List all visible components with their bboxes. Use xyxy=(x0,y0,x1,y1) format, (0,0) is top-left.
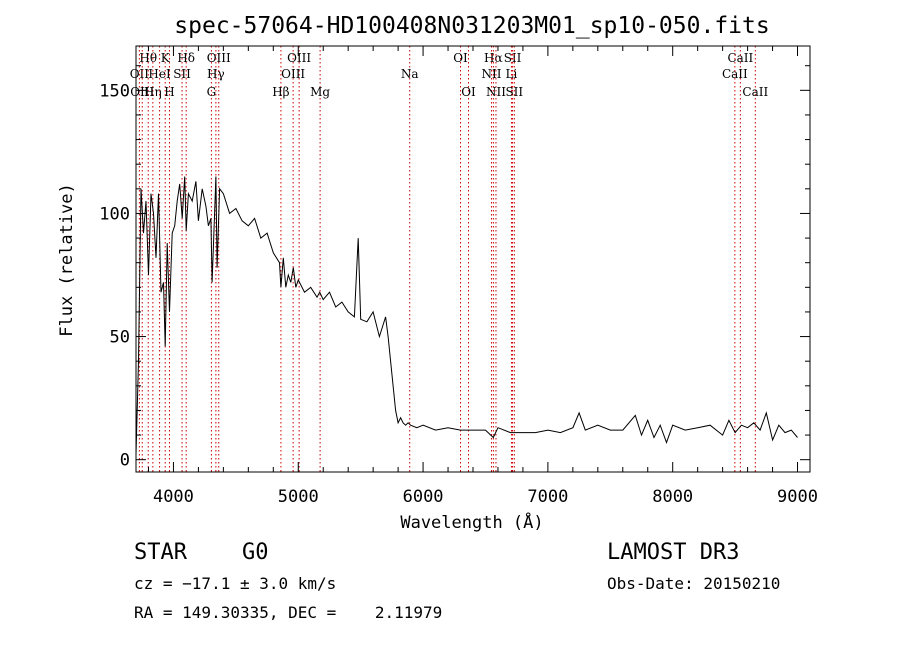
chart-title: spec-57064-HD100408N031203M01_sp10-050.f… xyxy=(174,13,769,39)
line-marker-label: SII xyxy=(173,67,191,81)
obs-date: Obs-Date: 20150210 xyxy=(607,574,781,593)
line-marker-label: Hδ xyxy=(177,51,195,65)
object-subclass: G0 xyxy=(242,540,269,565)
line-marker-label: Hα xyxy=(484,51,503,65)
plot-frame xyxy=(135,45,811,473)
line-marker-label: NII xyxy=(481,67,501,81)
y-tick-label: 150 xyxy=(99,81,130,101)
redshift-text: cz = −17.1 ± 3.0 km/s xyxy=(134,574,337,593)
y-tick-label: 100 xyxy=(99,204,130,224)
x-tick-label: 4000 xyxy=(153,487,194,507)
x-tick-label: 7000 xyxy=(527,487,568,507)
x-axis-label: Wavelength (Å) xyxy=(400,511,543,533)
y-tick-label: 50 xyxy=(110,328,130,348)
line-marker-label: HeI xyxy=(148,67,171,81)
line-marker-label: Li xyxy=(506,67,518,81)
line-marker-label: Hγ xyxy=(207,67,225,81)
line-marker-label: OI xyxy=(453,51,468,65)
line-marker-label: CaII xyxy=(742,85,768,99)
line-marker-label: CaII xyxy=(722,67,748,81)
line-marker-label: CaII xyxy=(727,51,753,65)
object-class: STAR xyxy=(134,540,187,565)
line-marker-label: Hβ xyxy=(272,85,289,99)
spectrum-line xyxy=(135,176,798,455)
y-axis: 0 50 100 150 xyxy=(99,65,810,471)
line-marker-label: OIII xyxy=(287,51,311,65)
line-marker-label: H xyxy=(164,85,174,99)
line-marker-label: OII xyxy=(130,67,150,81)
line-marker-label: OI xyxy=(461,85,476,99)
x-tick-label: 5000 xyxy=(278,487,319,507)
x-tick-label: 9000 xyxy=(777,487,818,507)
coordinates: RA = 149.30335, DEC = 2.11979 xyxy=(134,603,443,622)
survey-name: LAMOST DR3 xyxy=(607,540,740,565)
x-tick-label: 8000 xyxy=(652,487,693,507)
x-tick-label: 6000 xyxy=(403,487,444,507)
line-marker-label: Hη xyxy=(144,85,162,99)
line-marker-label: NII xyxy=(486,85,506,99)
line-marker-label: Na xyxy=(401,67,419,81)
y-tick-label: 0 xyxy=(120,451,130,471)
line-marker-label: OIII xyxy=(207,51,231,65)
x-axis: 4000 5000 6000 7000 8000 9000 xyxy=(147,46,818,507)
y-axis-label: Flux (relative) xyxy=(57,183,77,337)
line-marker-label: Mg xyxy=(310,85,330,99)
line-marker-label: K xyxy=(161,51,171,65)
line-marker-label: G xyxy=(207,85,217,99)
line-marker-label: OIII xyxy=(281,67,305,81)
line-marker-label: SII xyxy=(505,85,523,99)
line-marker-label: SII xyxy=(504,51,522,65)
